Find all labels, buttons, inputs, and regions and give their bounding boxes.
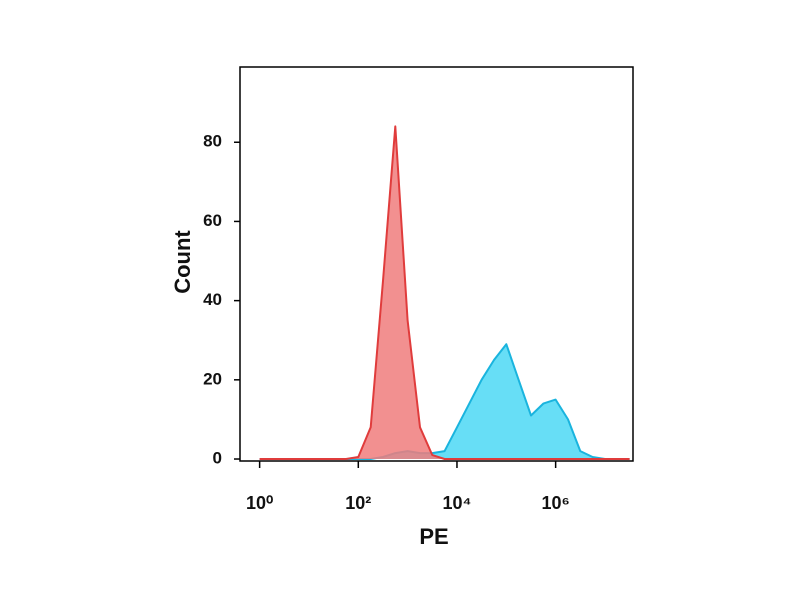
y-axis-label: Count [170, 230, 195, 294]
y-tick-label: 40 [203, 290, 222, 309]
x-axis-label: PE [419, 524, 448, 549]
y-tick-label: 20 [203, 369, 222, 388]
y-tick-label: 80 [203, 132, 222, 151]
area-outline [259, 125, 630, 460]
y-tick-label: 0 [213, 449, 222, 468]
area-fill [259, 344, 630, 460]
area-fill [259, 126, 630, 460]
x-tick-label: 10² [345, 493, 371, 513]
y-tick-label: 60 [203, 211, 222, 230]
x-tick-label: 10⁶ [541, 493, 569, 513]
x-tick-label: 10⁰ [246, 493, 273, 513]
x-tick-label: 10⁴ [442, 493, 471, 513]
plot-frame [239, 66, 634, 462]
